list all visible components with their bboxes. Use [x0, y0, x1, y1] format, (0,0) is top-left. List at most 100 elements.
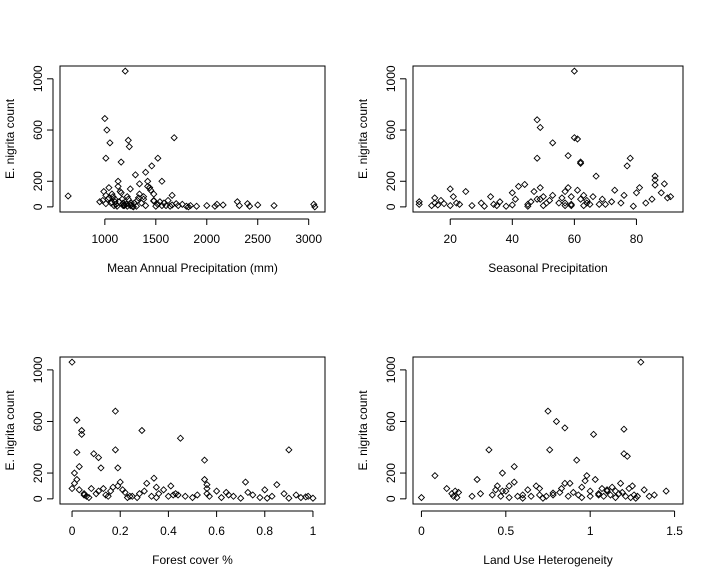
data-point — [181, 492, 189, 500]
data-point — [449, 192, 457, 201]
data-point — [497, 492, 505, 500]
data-point — [535, 491, 544, 499]
data-point — [493, 201, 501, 210]
data-point — [532, 482, 540, 490]
data-point — [576, 159, 585, 167]
data-point — [186, 201, 195, 210]
x-tick-label: 80 — [630, 232, 644, 246]
data-point — [603, 487, 611, 495]
y-axis-label: E. nigrita count — [3, 98, 17, 179]
data-point — [80, 490, 88, 498]
data-point — [650, 491, 658, 499]
data-point — [131, 171, 140, 179]
data-point — [103, 126, 111, 134]
plot-frame — [412, 65, 684, 213]
data-point — [134, 194, 143, 202]
data-point — [533, 154, 541, 162]
data-point — [576, 158, 585, 166]
y-axis: 0 200 600 1000 — [31, 65, 54, 210]
scatter-panel-4: 0 0.5 1 1.5 0 200 600 1000 Land Use Heterogeneit… — [356, 356, 684, 567]
data-point — [576, 195, 585, 203]
data-point — [237, 494, 245, 502]
data-point — [140, 487, 148, 495]
data-point — [616, 479, 625, 488]
data-point — [434, 201, 442, 209]
data-point — [561, 199, 569, 207]
y-tick-label: 600 — [384, 411, 398, 431]
data-point — [100, 187, 108, 196]
data-point — [485, 446, 493, 454]
x-tick-label: 1500 — [142, 232, 169, 246]
data-point — [549, 191, 557, 199]
data-point — [280, 490, 288, 498]
data-point — [96, 198, 104, 206]
x-tick-label: 0 — [418, 524, 425, 538]
y-tick-label: 200 — [31, 171, 45, 191]
data-point — [566, 479, 574, 488]
data-point — [164, 196, 172, 205]
data-point — [147, 186, 155, 194]
data-point — [114, 482, 122, 490]
data-point — [129, 203, 138, 211]
data-point — [235, 201, 244, 210]
data-point — [578, 483, 586, 491]
data-point — [573, 135, 582, 143]
data-point — [480, 202, 489, 210]
data-point — [256, 493, 264, 502]
data-point — [219, 201, 227, 209]
data-point — [598, 195, 606, 203]
data-point — [635, 184, 644, 192]
data-point — [611, 493, 620, 502]
data-point — [620, 450, 628, 458]
data-point — [524, 486, 532, 494]
data-point — [558, 194, 566, 202]
data-point — [174, 201, 182, 210]
data-point — [589, 430, 598, 439]
data-point — [121, 488, 129, 497]
x-axis-label: Forest cover % — [152, 553, 233, 567]
data-point — [502, 202, 510, 210]
data-point — [452, 199, 461, 207]
y-tick-label: 600 — [31, 411, 45, 431]
data-point — [203, 484, 211, 493]
data-point — [581, 477, 589, 485]
data-point — [640, 486, 648, 494]
data-point — [193, 491, 201, 499]
data-point — [119, 201, 127, 210]
data-point — [620, 425, 628, 433]
data-point — [595, 200, 603, 208]
y-tick-label: 0 — [31, 203, 45, 210]
data-point — [657, 189, 665, 197]
data-point — [552, 417, 561, 426]
data-point — [564, 184, 572, 192]
data-point — [85, 493, 93, 502]
data-point — [623, 162, 631, 170]
data-point — [431, 194, 439, 202]
data-point — [138, 426, 146, 435]
data-point — [490, 200, 498, 208]
y-tick-label: 0 — [384, 203, 398, 210]
data-point — [108, 190, 116, 198]
data-point — [73, 475, 81, 484]
data-point — [128, 492, 136, 500]
data-point — [510, 462, 518, 471]
plot-frame — [59, 356, 326, 505]
data-point — [68, 358, 76, 366]
data-point — [124, 136, 132, 144]
y-axis: 0 200 600 1000 — [31, 356, 54, 502]
data-point — [94, 487, 103, 495]
x-axis: 20 40 60 80 — [444, 218, 644, 246]
data-point — [168, 201, 176, 209]
y-tick-label: 0 — [31, 495, 45, 502]
data-point — [642, 199, 650, 207]
data-point — [521, 180, 529, 189]
data-point — [449, 492, 458, 500]
data-point — [651, 176, 659, 184]
data-point — [166, 202, 174, 210]
x-tick-label: 1.5 — [666, 524, 683, 538]
data-point — [417, 493, 426, 502]
data-point — [249, 491, 257, 499]
data-point — [626, 154, 634, 162]
data-point — [213, 200, 221, 208]
data-point — [570, 67, 579, 75]
